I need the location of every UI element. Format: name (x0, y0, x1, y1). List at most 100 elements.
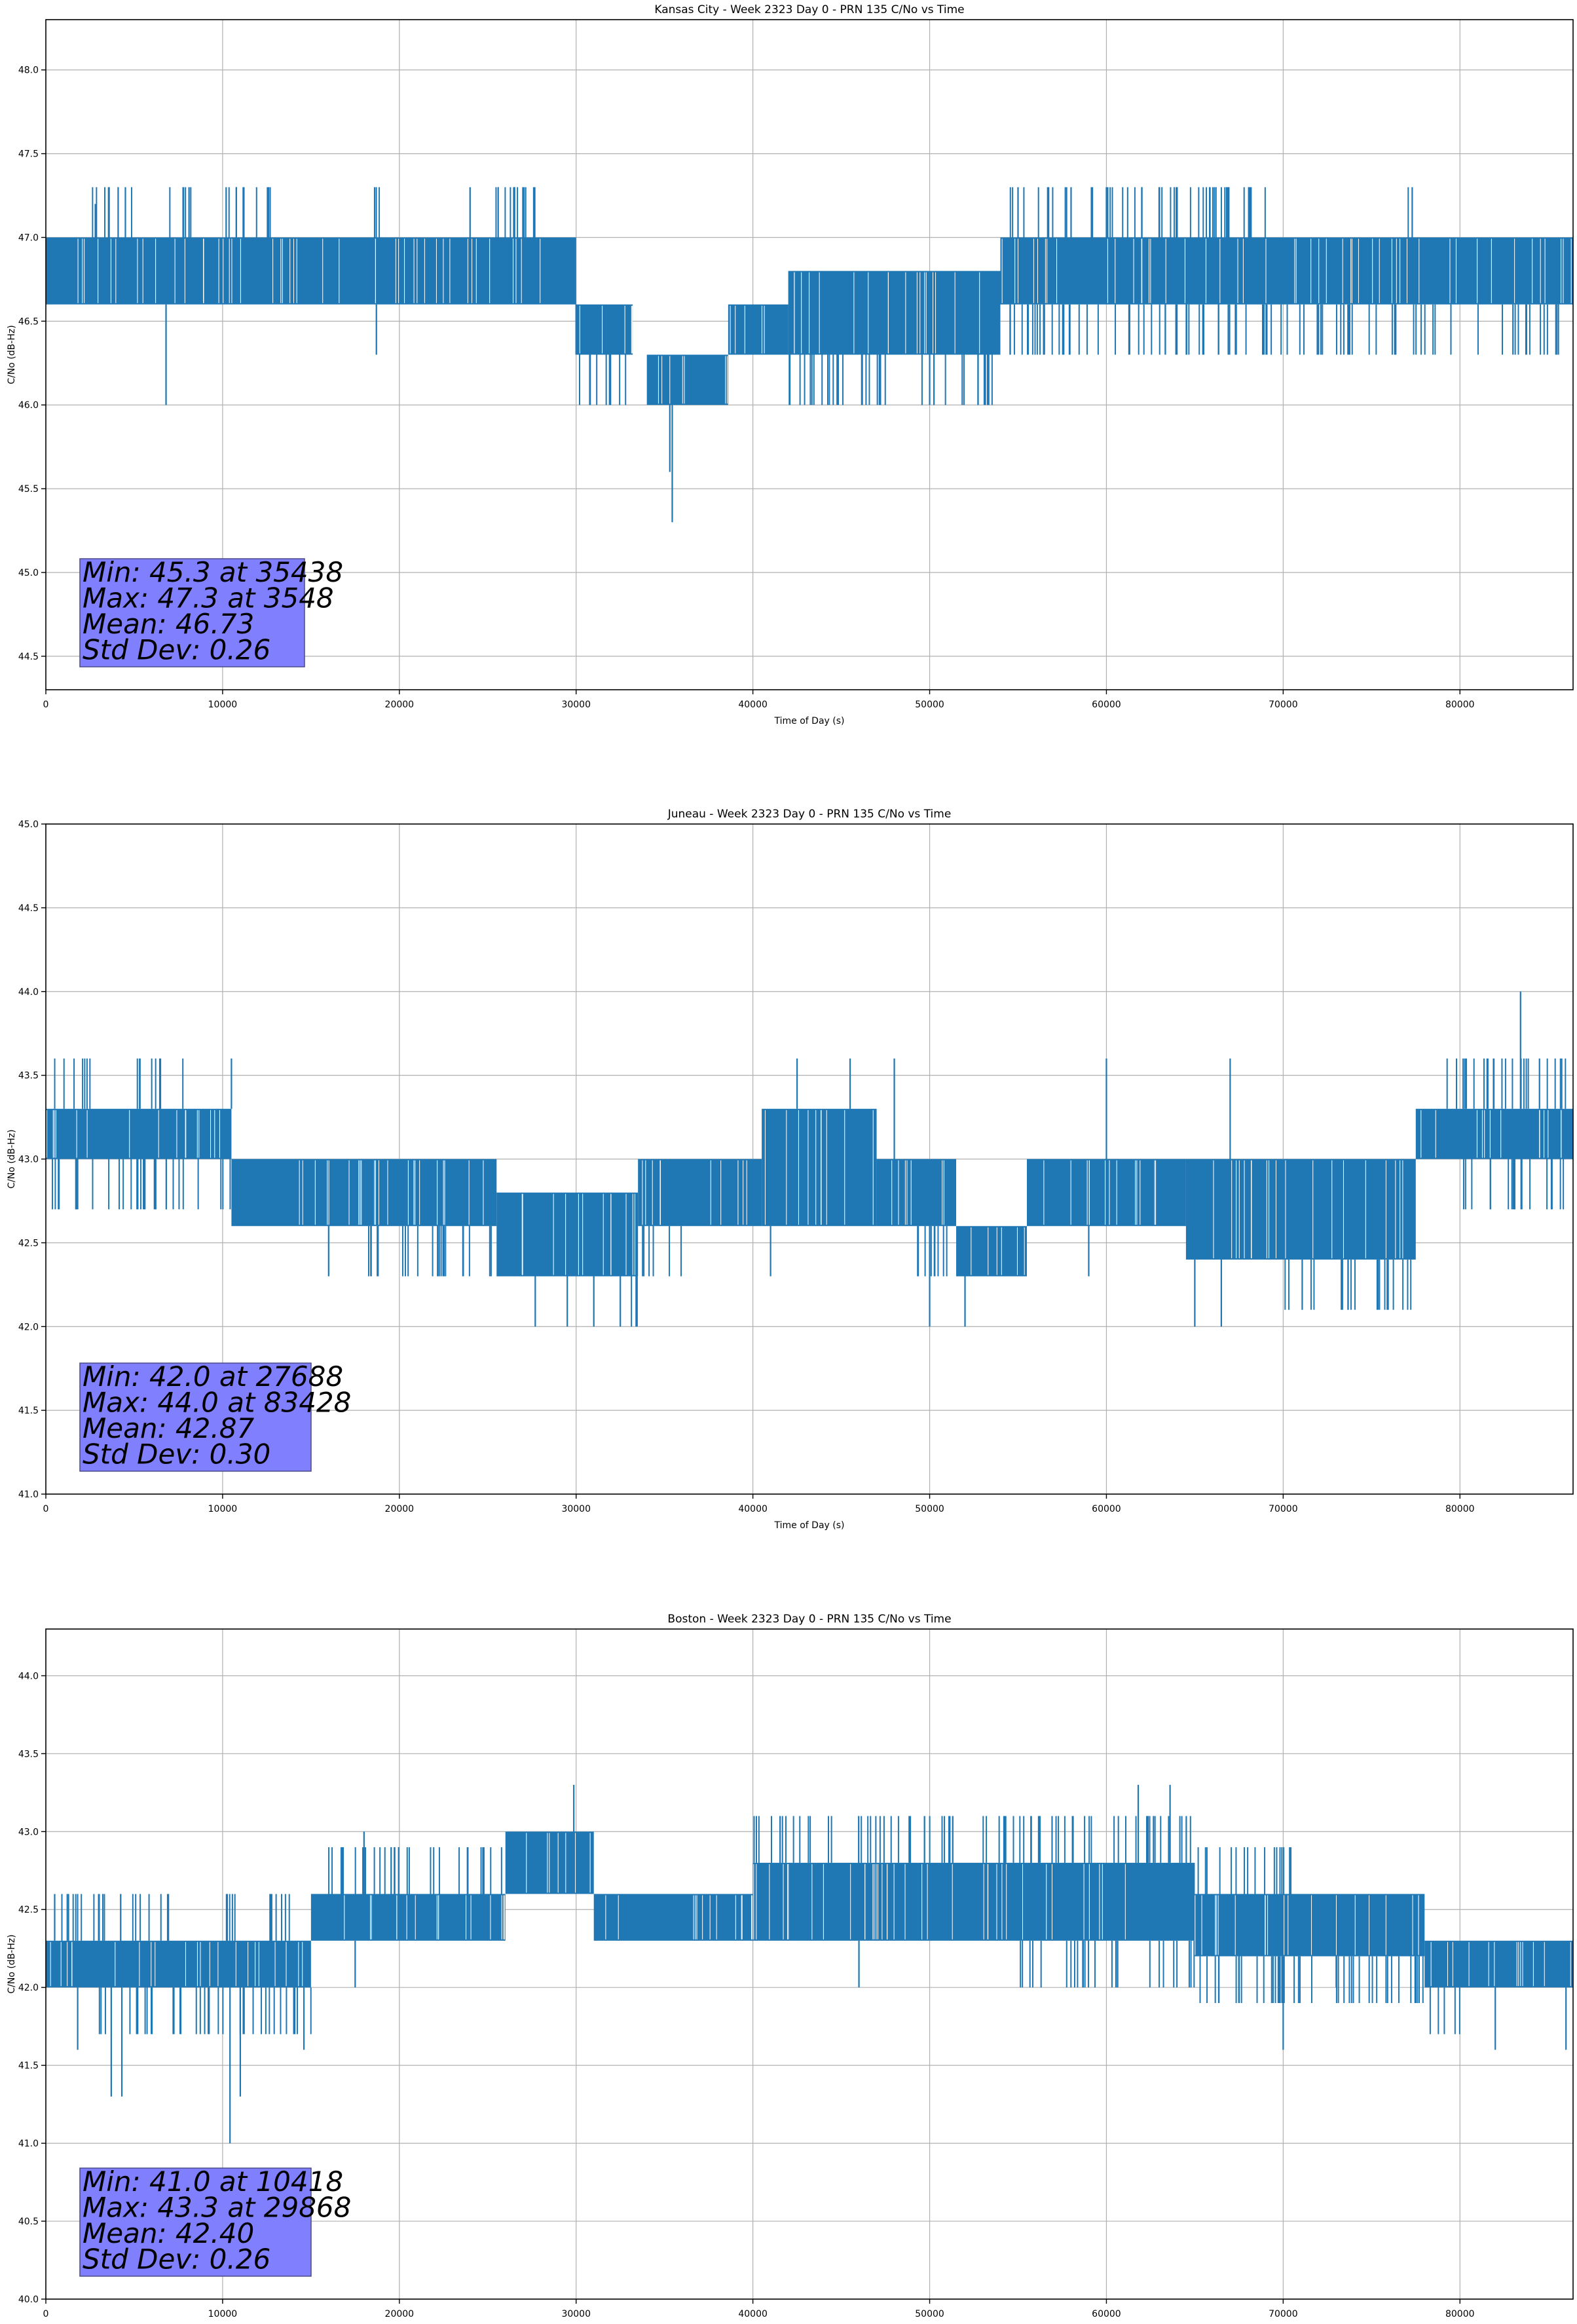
data-band (1424, 1940, 1573, 1988)
data-band (1415, 1108, 1573, 1159)
y-tick-label: 44.0 (18, 987, 39, 998)
series-c-no (46, 187, 1573, 523)
data-band (46, 1108, 232, 1159)
x-tick-label: 10000 (208, 2309, 238, 2319)
x-tick-label: 40000 (738, 1504, 768, 1514)
y-tick-label: 43.0 (18, 1827, 39, 1837)
x-tick-label: 20000 (385, 1504, 415, 1514)
data-band (956, 1226, 1027, 1277)
y-tick-label: 41.0 (18, 2139, 39, 2149)
y-tick-label: 43.5 (18, 1749, 39, 1759)
stats-mean: Mean: 46.73 (83, 608, 254, 640)
x-tick-label: 30000 (561, 2309, 591, 2319)
stats-mean: Mean: 42.40 (83, 2217, 254, 2249)
y-axis-label: C/No (dB-Hz) (7, 1129, 17, 1188)
data-band (1185, 1159, 1416, 1260)
stats-box (79, 2167, 312, 2277)
data-band (638, 1159, 762, 1226)
data-band (576, 304, 633, 355)
y-tick-label: 41.0 (18, 1490, 39, 1500)
y-tick-label: 43.5 (18, 1071, 39, 1081)
y-tick-label: 42.5 (18, 1905, 39, 1915)
y-tick-label: 44.0 (18, 1671, 39, 1681)
data-band (46, 1940, 311, 1988)
x-tick-label: 80000 (1445, 1504, 1475, 1514)
stats-box (79, 1362, 312, 1472)
chart-panel-2: 0 10000 20000 30000 40000 50000 60000 70000 8000… (7, 808, 1574, 1531)
chart-title: Boston - Week 2323 Day 0 - PRN 135 C/No … (667, 1613, 951, 1626)
axes-frame (45, 19, 1574, 690)
x-tick-label: 0 (43, 2309, 49, 2319)
data-band (46, 237, 576, 305)
x-tick-label: 60000 (1092, 1504, 1121, 1514)
x-tick-label: 80000 (1445, 700, 1475, 710)
y-axis-label: C/No (dB-Hz) (7, 1934, 17, 1993)
data-band (728, 304, 788, 355)
y-tick-label: 42.0 (18, 1983, 39, 1993)
y-tick-label: 42.0 (18, 1322, 39, 1332)
data-band (1000, 237, 1573, 305)
x-tick-label: 50000 (915, 2309, 944, 2319)
y-tick-label: 46.5 (18, 316, 39, 327)
data-band (310, 1894, 506, 1941)
x-tick-label: 70000 (1269, 700, 1298, 710)
chart-panel-3: 0 10000 20000 30000 40000 50000 60000 70000 8000… (7, 1613, 1574, 2319)
y-tick-label: 44.5 (18, 652, 39, 662)
x-tick-label: 60000 (1092, 2309, 1121, 2319)
y-tick-label: 45.5 (18, 484, 39, 495)
data-band (646, 354, 728, 405)
stats-min: Min: 41.0 at 10418 (83, 2165, 343, 2198)
y-tick-label: 47.0 (18, 233, 39, 243)
x-tick-label: 10000 (208, 1504, 238, 1514)
series-c-no (46, 991, 1573, 1327)
y-tick-label: 47.5 (18, 149, 39, 160)
data-band (762, 1108, 877, 1226)
x-tick-label: 20000 (385, 2309, 415, 2319)
x-axis-label: Time of Day (s) (774, 1520, 845, 1531)
chart-title: Kansas City - Week 2323 Day 0 - PRN 135 … (654, 3, 964, 16)
y-tick-label: 41.5 (18, 2061, 39, 2071)
axes-frame (45, 1628, 1574, 2300)
y-tick-label: 48.0 (18, 66, 39, 76)
y-tick-label: 41.5 (18, 1406, 39, 1416)
y-tick-label: 46.0 (18, 400, 39, 411)
data-band (1026, 1159, 1186, 1226)
x-tick-label: 50000 (915, 1504, 944, 1514)
x-tick-label: 80000 (1445, 2309, 1475, 2319)
x-tick-label: 0 (43, 1504, 49, 1514)
stats-box (79, 558, 305, 667)
chart-title: Juneau - Week 2323 Day 0 - PRN 135 C/No … (667, 808, 952, 821)
data-band (496, 1192, 639, 1277)
x-tick-label: 70000 (1269, 1504, 1298, 1514)
y-tick-label: 40.5 (18, 2217, 39, 2227)
data-band (752, 1862, 1195, 1941)
x-tick-label: 50000 (915, 700, 944, 710)
y-tick-label: 42.5 (18, 1238, 39, 1248)
y-tick-label: 45.0 (18, 568, 39, 578)
stats-std: Std Dev: 0.26 (83, 2243, 270, 2276)
data-band (1195, 1894, 1425, 1957)
data-band (593, 1894, 753, 1941)
x-tick-label: 40000 (738, 2309, 768, 2319)
data-band (788, 271, 1001, 355)
x-tick-label: 70000 (1269, 2309, 1298, 2319)
x-axis-label: Time of Day (s) (774, 716, 845, 726)
y-tick-label: 44.5 (18, 903, 39, 914)
stats-max: Max: 44.0 at 83428 (83, 1387, 351, 1419)
y-tick-label: 45.0 (18, 819, 39, 830)
series-c-no (46, 1784, 1573, 2144)
x-tick-label: 0 (43, 700, 49, 710)
stats-min: Min: 42.0 at 27688 (83, 1360, 343, 1393)
stats-max: Max: 47.3 at 3548 (83, 582, 334, 614)
stats-std: Std Dev: 0.26 (83, 634, 270, 666)
y-tick-label: 43.0 (18, 1155, 39, 1165)
x-tick-label: 40000 (738, 700, 768, 710)
x-tick-label: 30000 (561, 1504, 591, 1514)
y-tick-label: 40.0 (18, 2295, 39, 2305)
stats-min: Min: 45.3 at 35438 (83, 556, 343, 588)
data-band (231, 1159, 497, 1226)
stats-mean: Mean: 42.87 (83, 1412, 254, 1444)
stats-max: Max: 43.3 at 29868 (83, 2192, 351, 2224)
x-tick-label: 10000 (208, 700, 238, 710)
